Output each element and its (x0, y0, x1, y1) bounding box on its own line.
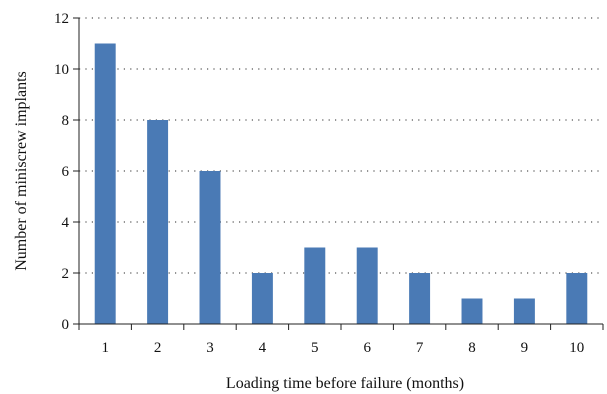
bar-10 (566, 273, 588, 324)
bar-8 (461, 298, 483, 324)
bar-2 (147, 120, 169, 324)
y-tick-label: 12 (54, 11, 69, 27)
x-tick-label: 1 (101, 340, 109, 356)
y-tick-label: 0 (62, 317, 70, 333)
bar-1 (94, 43, 116, 324)
x-tick-label: 9 (521, 340, 529, 356)
x-tick-label: 6 (363, 340, 371, 356)
y-tick-label: 2 (62, 266, 70, 282)
x-axis-title: Loading time before failure (months) (226, 375, 464, 392)
bar-5 (304, 247, 326, 324)
bar-7 (409, 273, 431, 324)
x-tick-label: 7 (416, 340, 424, 356)
x-tick-label: 4 (259, 340, 267, 356)
bars (94, 43, 588, 324)
bar-6 (356, 247, 378, 324)
x-tick-labels: 1 2 3 4 5 6 7 8 9 10 (101, 340, 584, 356)
y-axis-title: Number of miniscrew implants (13, 71, 30, 271)
x-tick-label: 3 (206, 340, 214, 356)
x-tick-label: 8 (468, 340, 476, 356)
bar-4 (251, 273, 273, 324)
y-tick-label: 10 (54, 62, 69, 78)
y-tick-label: 8 (62, 113, 70, 129)
y-tick-label: 6 (62, 164, 70, 180)
bar-9 (513, 298, 535, 324)
bar-3 (199, 171, 221, 324)
x-tick-label: 5 (311, 340, 319, 356)
y-tick-label: 4 (62, 215, 70, 231)
y-tick-labels: 0 2 4 6 8 10 12 (54, 11, 70, 333)
axes (73, 17, 604, 330)
x-tick-label: 2 (154, 340, 162, 356)
x-tick-label: 10 (569, 340, 584, 356)
